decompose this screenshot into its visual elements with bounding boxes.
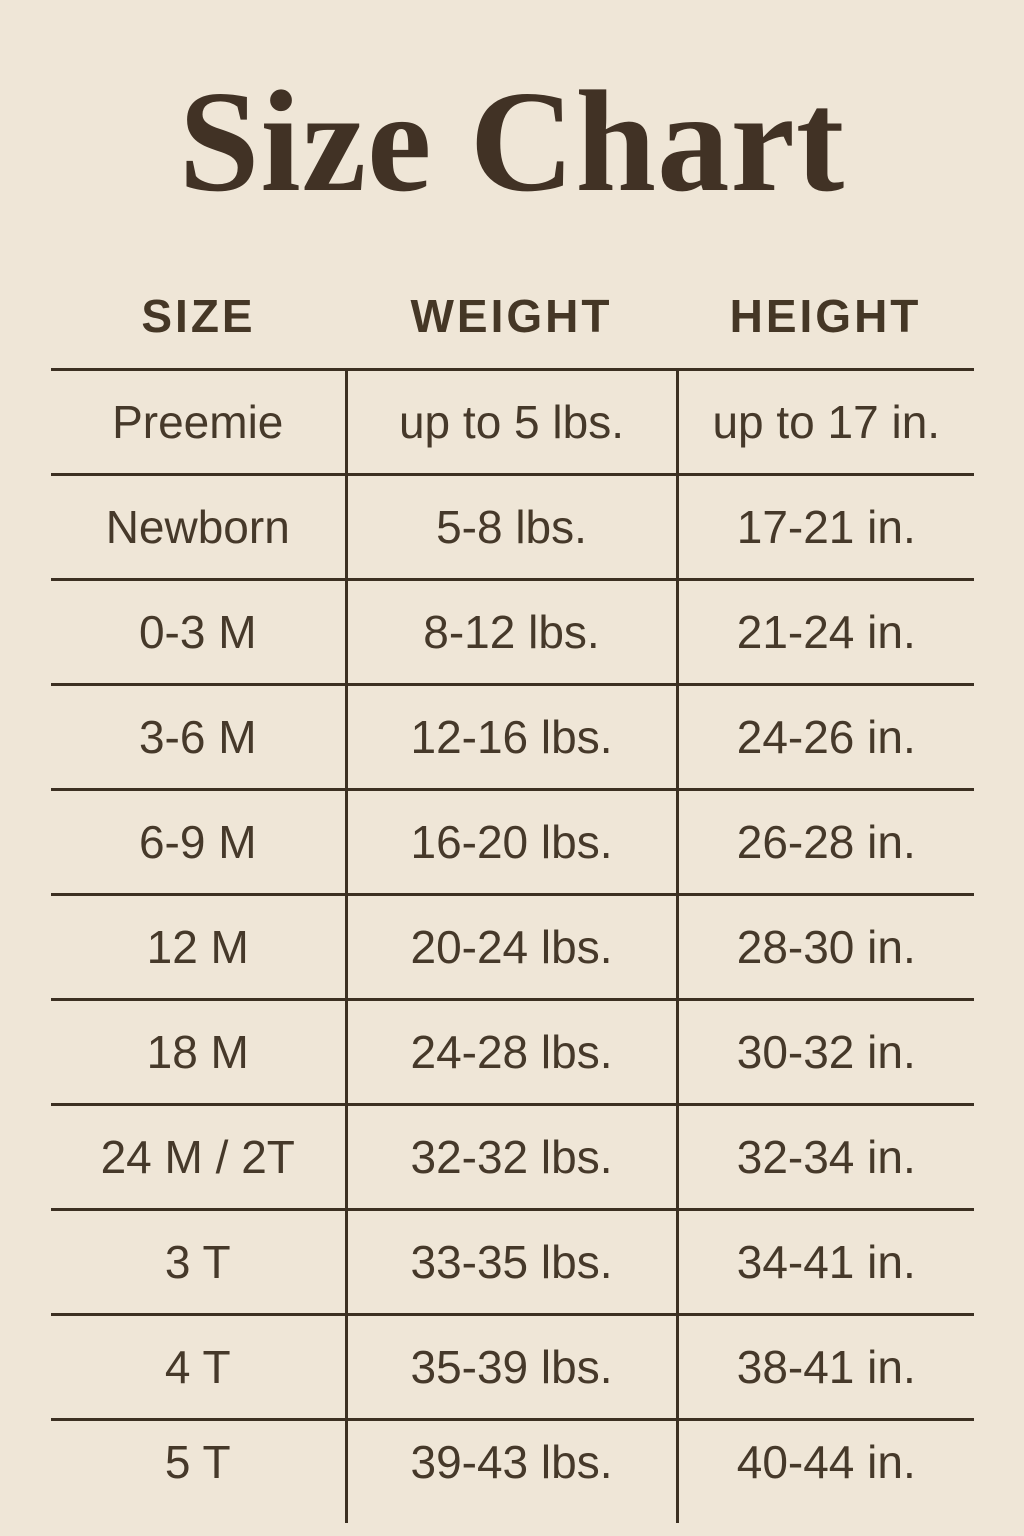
size-cell: 5 T — [164, 1436, 231, 1488]
table-row: 0-3 M 8-12 lbs. 21-24 in. — [51, 579, 974, 686]
size-cell: 3-6 M — [51, 684, 346, 791]
size-cell: 24 M / 2T — [51, 1104, 346, 1211]
height-cell: 40-44 in. — [736, 1436, 916, 1488]
table-row: 24 M / 2T 32-32 lbs. 32-34 in. — [51, 1104, 974, 1211]
weight-cell: 20-24 lbs. — [344, 894, 679, 1001]
page-title: Size Chart — [178, 62, 846, 222]
size-cell: 12 M — [51, 894, 346, 1001]
header-row: SIZE WEIGHT HEIGHT — [51, 263, 974, 371]
weight-cell: 8-12 lbs. — [344, 579, 679, 686]
height-cell: 28-30 in. — [677, 894, 974, 1001]
table-row: 12 M 20-24 lbs. 28-30 in. — [51, 894, 974, 1001]
height-cell: 38-41 in. — [677, 1314, 974, 1421]
height-cell: 24-26 in. — [677, 684, 974, 791]
height-cell: 30-32 in. — [677, 999, 974, 1106]
weight-cell: 24-28 lbs. — [344, 999, 679, 1106]
weight-cell: 12-16 lbs. — [344, 684, 679, 791]
header-weight: WEIGHT — [346, 263, 677, 371]
table-row: 4 T 35-39 lbs. 38-41 in. — [51, 1314, 974, 1421]
weight-cell: up to 5 lbs. — [344, 369, 679, 476]
weight-cell: 35-39 lbs. — [344, 1314, 679, 1421]
size-chart-table: SIZE WEIGHT HEIGHT Preemie up to 5 lbs. … — [51, 263, 974, 1523]
height-cell: 21-24 in. — [677, 579, 974, 686]
header-height: HEIGHT — [677, 263, 974, 371]
size-cell: Newborn — [51, 474, 346, 581]
size-cell: 18 M — [51, 999, 346, 1106]
size-cell: Preemie — [51, 369, 346, 476]
height-cell: 34-41 in. — [677, 1209, 974, 1316]
size-cell: 6-9 M — [51, 789, 346, 896]
table-row: 3 T 33-35 lbs. 34-41 in. — [51, 1209, 974, 1316]
table-row: 18 M 24-28 lbs. 30-32 in. — [51, 999, 974, 1106]
height-cell: 32-34 in. — [677, 1104, 974, 1211]
height-cell: 17-21 in. — [677, 474, 974, 581]
table-row: 5 T 39-43 lbs. 40-44 in. — [51, 1419, 974, 1523]
table-row: Preemie up to 5 lbs. up to 17 in. — [51, 369, 974, 476]
size-cell: 4 T — [51, 1314, 346, 1421]
table-row: 3-6 M 12-16 lbs. 24-26 in. — [51, 684, 974, 791]
height-cell: up to 17 in. — [677, 369, 974, 476]
weight-cell: 5-8 lbs. — [344, 474, 679, 581]
weight-cell: 33-35 lbs. — [344, 1209, 679, 1316]
height-cell: 26-28 in. — [677, 789, 974, 896]
weight-cell: 39-43 lbs. — [344, 1419, 679, 1523]
table-row: Newborn 5-8 lbs. 17-21 in. — [51, 474, 974, 581]
weight-cell: 16-20 lbs. — [344, 789, 679, 896]
header-size: SIZE — [51, 263, 346, 371]
size-cell: 0-3 M — [51, 579, 346, 686]
weight-cell: 32-32 lbs. — [344, 1104, 679, 1211]
size-cell: 3 T — [51, 1209, 346, 1316]
table-row: 6-9 M 16-20 lbs. 26-28 in. — [51, 789, 974, 896]
